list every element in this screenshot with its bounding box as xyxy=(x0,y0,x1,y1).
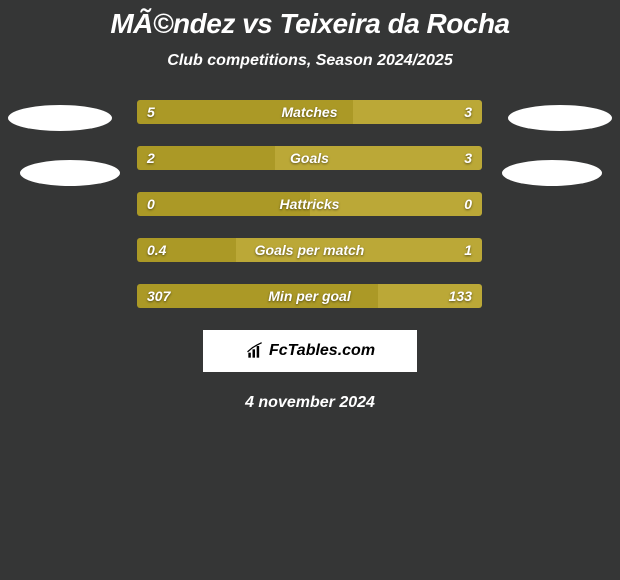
stat-row: 307 133 Min per goal xyxy=(137,284,482,308)
player-left-oval-top xyxy=(8,105,112,131)
stat-row: 5 3 Matches xyxy=(137,100,482,124)
stat-value-left: 307 xyxy=(147,288,170,304)
player-right-oval-bottom xyxy=(502,160,602,186)
bar-segment-right xyxy=(353,100,482,124)
stat-label: Goals per match xyxy=(255,242,365,258)
stat-value-left: 5 xyxy=(147,104,155,120)
comparison-chart: 5 3 Matches 2 3 Goals 0 0 Hattricks 0.4 1 Goals per… xyxy=(0,100,620,340)
stat-label: Goals xyxy=(290,150,329,166)
stat-value-right: 1 xyxy=(464,242,472,258)
stat-label: Hattricks xyxy=(280,196,340,212)
stat-value-left: 2 xyxy=(147,150,155,166)
chart-icon xyxy=(245,341,265,361)
player-left-oval-bottom xyxy=(20,160,120,186)
page-subtitle: Club competitions, Season 2024/2025 xyxy=(0,52,620,70)
date-label: 4 november 2024 xyxy=(0,394,620,412)
stat-value-right: 0 xyxy=(464,196,472,212)
stat-row: 0.4 1 Goals per match xyxy=(137,238,482,262)
header: MÃ©ndez vs Teixeira da Rocha Club compet… xyxy=(0,0,620,70)
stat-bars: 5 3 Matches 2 3 Goals 0 0 Hattricks 0.4 1 Goals per… xyxy=(137,100,482,330)
logo-text: FcTables.com xyxy=(269,342,375,360)
stat-value-left: 0 xyxy=(147,196,155,212)
stat-value-right: 3 xyxy=(464,150,472,166)
stat-value-left: 0.4 xyxy=(147,242,166,258)
stat-label: Matches xyxy=(281,104,337,120)
stat-value-right: 3 xyxy=(464,104,472,120)
stat-row: 2 3 Goals xyxy=(137,146,482,170)
page-title: MÃ©ndez vs Teixeira da Rocha xyxy=(0,8,620,40)
stat-row: 0 0 Hattricks xyxy=(137,192,482,216)
stat-value-right: 133 xyxy=(449,288,472,304)
stat-label: Min per goal xyxy=(268,288,350,304)
player-right-oval-top xyxy=(508,105,612,131)
bar-segment-left xyxy=(137,146,275,170)
